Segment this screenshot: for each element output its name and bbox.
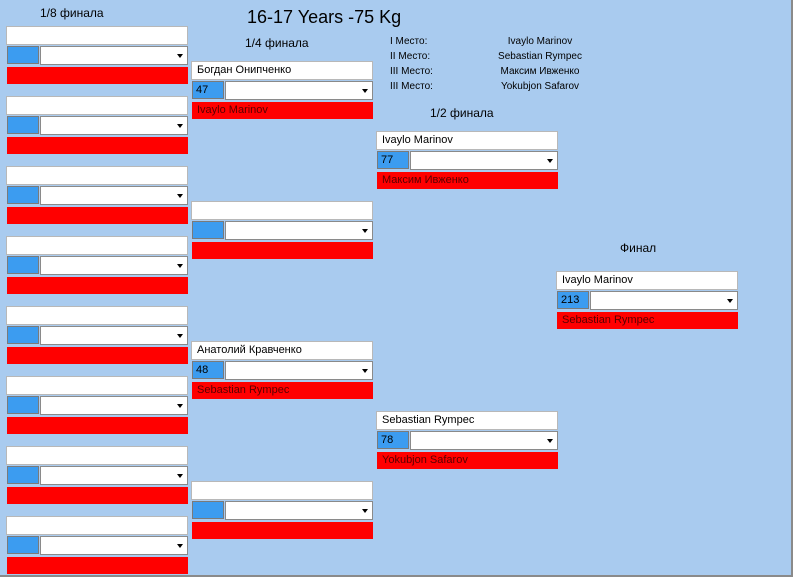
dropdown[interactable]	[40, 46, 188, 65]
dropdown[interactable]	[40, 396, 188, 415]
dropdown-arrow	[362, 229, 368, 233]
dropdown[interactable]	[410, 151, 558, 170]
round-label: 1/4 финала	[245, 36, 309, 50]
competitor-top	[6, 166, 188, 185]
competitor-bottom: Ivaylo Marinov	[192, 102, 373, 119]
competitor-bottom	[192, 242, 373, 259]
competitor-top	[191, 201, 373, 220]
score-box	[7, 536, 39, 554]
dropdown-arrow	[177, 124, 183, 128]
dropdown-arrow	[177, 264, 183, 268]
competitor-top	[191, 481, 373, 500]
score-box: 48	[192, 361, 224, 379]
score-box	[192, 221, 224, 239]
competitor-bottom	[7, 277, 188, 294]
place-label: III Место:	[390, 66, 433, 77]
dropdown-arrow	[177, 334, 183, 338]
dropdown-arrow	[362, 89, 368, 93]
competitor-bottom: Sebastian Rympec	[192, 382, 373, 399]
dropdown[interactable]	[225, 81, 373, 100]
score-box	[7, 46, 39, 64]
competitor-top	[6, 446, 188, 465]
competitor-bottom: Sebastian Rympec	[557, 312, 738, 329]
score-box	[7, 116, 39, 134]
dropdown-arrow	[177, 474, 183, 478]
score-box: 77	[377, 151, 409, 169]
title: 16-17 Years -75 Kg	[247, 7, 402, 27]
dropdown[interactable]	[410, 431, 558, 450]
place-label: I Место:	[390, 36, 428, 47]
competitor-bottom	[7, 67, 188, 84]
competitor-bottom: Максим Ивженко	[377, 172, 558, 189]
competitor-top	[6, 376, 188, 395]
competitor-bottom	[192, 522, 373, 539]
round-label: 1/8 финала	[40, 6, 104, 20]
dropdown-arrow	[547, 159, 553, 163]
dropdown-arrow	[362, 369, 368, 373]
dropdown-arrow	[177, 194, 183, 198]
dropdown[interactable]	[40, 256, 188, 275]
competitor-bottom	[7, 137, 188, 154]
place-name: Максим Ивженко	[500, 66, 580, 77]
score-box	[7, 256, 39, 274]
place-label: III Место:	[390, 81, 433, 92]
dropdown-arrow	[362, 509, 368, 513]
competitor-top	[6, 236, 188, 255]
dropdown-arrow	[547, 439, 553, 443]
dropdown[interactable]	[40, 466, 188, 485]
competitor-top	[6, 306, 188, 325]
score-box: 213	[557, 291, 589, 309]
score-box	[192, 501, 224, 519]
competitor-bottom: Yokubjon Safarov	[377, 452, 558, 469]
dropdown-arrow	[177, 544, 183, 548]
score-box	[7, 326, 39, 344]
round-label: 1/2 финала	[430, 106, 494, 120]
dropdown[interactable]	[40, 536, 188, 555]
competitor-bottom	[7, 347, 188, 364]
dropdown[interactable]	[225, 361, 373, 380]
competitor-top: Ivaylo Marinov	[376, 131, 558, 150]
place-name: Yokubjon Safarov	[500, 81, 580, 92]
competitor-top: Богдан Онипченко	[191, 61, 373, 80]
competitor-bottom	[7, 487, 188, 504]
dropdown[interactable]	[40, 116, 188, 135]
score-box: 78	[377, 431, 409, 449]
dropdown-arrow	[177, 404, 183, 408]
dropdown[interactable]	[590, 291, 738, 310]
competitor-top	[6, 96, 188, 115]
place-label: II Место:	[390, 51, 431, 62]
score-box: 47	[192, 81, 224, 99]
competitor-bottom	[7, 557, 188, 574]
competitor-top: Sebastian Rympec	[376, 411, 558, 430]
competitor-top	[6, 516, 188, 535]
dropdown-arrow	[727, 299, 733, 303]
score-box	[7, 186, 39, 204]
place-name: Ivaylo Marinov	[507, 36, 573, 47]
dropdown[interactable]	[40, 186, 188, 205]
competitor-bottom	[7, 207, 188, 224]
dropdown[interactable]	[225, 221, 373, 240]
competitor-top	[6, 26, 188, 45]
competitor-bottom	[7, 417, 188, 434]
competitor-top: Анатолий Кравченко	[191, 341, 373, 360]
dropdown[interactable]	[40, 326, 188, 345]
score-box	[7, 466, 39, 484]
dropdown-arrow	[177, 54, 183, 58]
score-box	[7, 396, 39, 414]
round-label: Финал	[620, 241, 657, 255]
place-name: Sebastian Rympec	[498, 51, 582, 62]
dropdown[interactable]	[225, 501, 373, 520]
competitor-top: Ivaylo Marinov	[556, 271, 738, 290]
